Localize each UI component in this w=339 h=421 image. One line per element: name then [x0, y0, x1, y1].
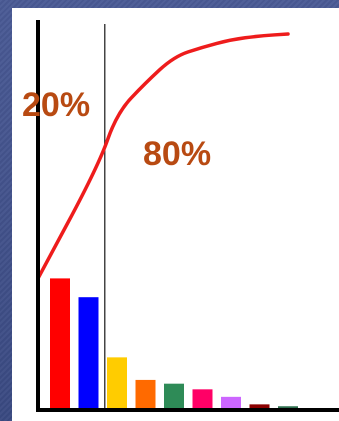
cumulative-line — [36, 32, 290, 281]
bar-1 — [50, 278, 70, 410]
bars — [50, 278, 298, 410]
bar-2 — [78, 297, 99, 410]
annotation-20-percent: 20% — [22, 86, 90, 124]
bar-3 — [107, 357, 127, 410]
bar-7 — [221, 396, 241, 410]
bar-5 — [164, 383, 184, 410]
bar-6 — [192, 389, 213, 410]
annotation-80-percent: 80% — [143, 135, 211, 173]
bar-4 — [135, 379, 156, 410]
bar-8 — [249, 404, 270, 410]
